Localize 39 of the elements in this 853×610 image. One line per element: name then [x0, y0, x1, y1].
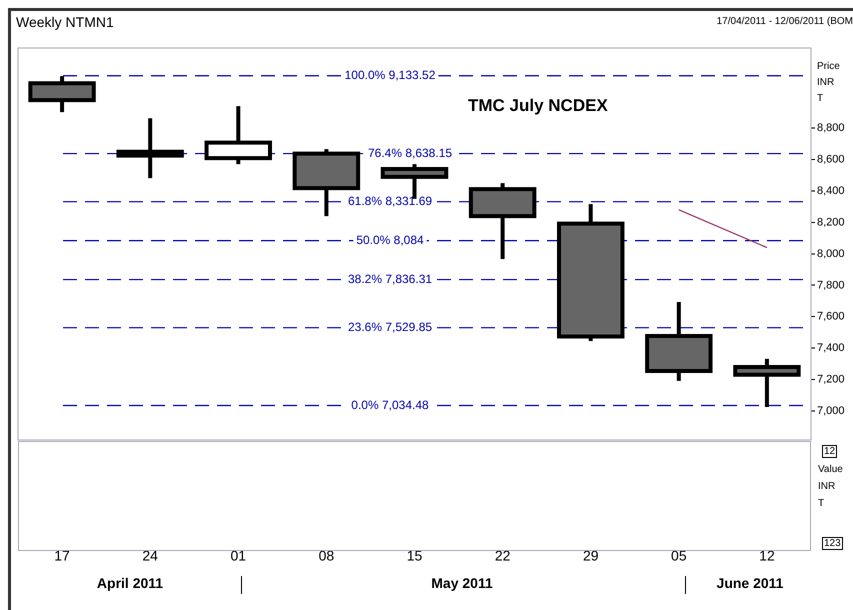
x-tick-label: 24: [142, 547, 158, 564]
y-tick-label: 8,400: [817, 185, 845, 198]
x-tick-label: 22: [494, 547, 511, 564]
text: 123: [822, 537, 843, 550]
text: 17/04/2011 - 12/06/2011 (BOM: [716, 16, 853, 27]
x-tick-label: 29: [582, 547, 599, 564]
y-tick-label: 7,600: [817, 310, 845, 323]
ref-line-label: 50.0% 8,084: [356, 232, 424, 247]
y-tick-label: 8,800: [817, 122, 845, 134]
text: June 2011: [716, 575, 784, 591]
chart-title: Weekly NTMN1: [16, 14, 114, 30]
ref-line-label: 23.6% 7,529.85: [348, 320, 432, 334]
y-tick-label: 8,200: [817, 216, 845, 228]
y-tick-label: 8,000: [817, 248, 845, 260]
text: Value: [818, 464, 843, 475]
x-tick-label: 05: [671, 547, 687, 564]
ref-line-label: 100.0% 9,133.52: [344, 68, 436, 82]
text: May 2011: [431, 575, 493, 591]
x-tick-label: 08: [318, 547, 334, 564]
y-tick-label: 7,000: [817, 404, 845, 417]
text: INR: [818, 481, 836, 492]
y-tick-label: 8,600: [817, 154, 845, 166]
y-tick-label: 7,800: [817, 279, 845, 292]
y-axis-title: Price INR T: [817, 60, 840, 104]
candlestick: [116, 118, 184, 178]
text: T: [818, 498, 824, 509]
x-tick-label: 17: [54, 547, 70, 564]
text: 12: [822, 445, 838, 458]
ref-line-label: 0.0% 7,034.48: [351, 398, 430, 412]
ref-line-label: 76.4% 8,638.15: [368, 146, 452, 160]
x-tick-label: 15: [406, 547, 422, 564]
ref-line-label: 38.2% 7,836.31: [348, 272, 432, 286]
y-tick-label: 7,200: [817, 374, 845, 386]
annotation: TMC July NCDEX: [468, 96, 608, 116]
x-tick-label: 01: [230, 547, 246, 564]
ref-line-label: 61.8% 8,331.69: [348, 194, 432, 208]
text: April 2011: [96, 575, 164, 591]
y-tick-label: 7,400: [817, 342, 845, 354]
x-tick-label: 12: [759, 547, 775, 564]
